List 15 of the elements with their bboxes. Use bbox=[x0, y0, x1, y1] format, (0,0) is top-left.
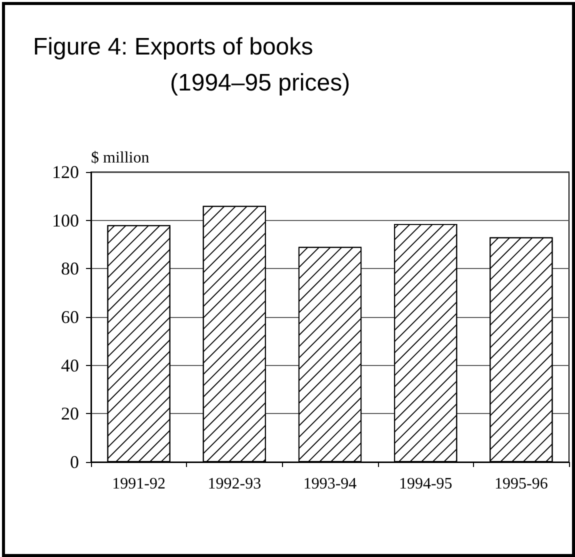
y-tick-label: 120 bbox=[52, 162, 79, 182]
chart-title: Figure 4: Exports of books bbox=[33, 34, 314, 60]
y-tick-label: 100 bbox=[52, 210, 79, 230]
y-tick-label: 20 bbox=[61, 404, 79, 424]
x-tick-label: 1992-93 bbox=[208, 476, 262, 492]
x-tick-label: 1994-95 bbox=[398, 476, 452, 492]
y-tick-label: 80 bbox=[61, 258, 79, 279]
y-tick-label: 60 bbox=[61, 307, 79, 327]
x-tick-label: 1993-94 bbox=[303, 476, 357, 492]
y-axis-title: $ million bbox=[91, 150, 150, 166]
x-tick-label: 1995-96 bbox=[494, 476, 548, 492]
x-tick-label: 1991-92 bbox=[112, 476, 166, 492]
chart-subtitle: (1994–95 prices) bbox=[170, 70, 350, 96]
y-tick-label: 0 bbox=[70, 452, 79, 472]
y-tick-label: 40 bbox=[61, 355, 79, 376]
